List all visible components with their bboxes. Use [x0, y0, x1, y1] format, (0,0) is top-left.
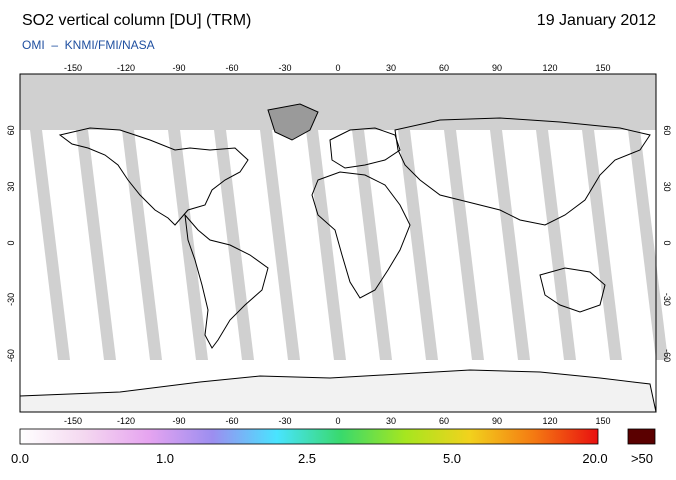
lon-tick-label: -120 — [117, 63, 135, 73]
colorbar-label-2: 2.5 — [297, 451, 317, 466]
lat-tick-label: 30 — [6, 182, 16, 192]
orbit-gap-swath — [30, 130, 70, 360]
lon-ticks-bottom: -150 -120 -90 -60 -30 0 30 60 90 120 150 — [64, 416, 611, 426]
lon-tick-label: -150 — [64, 416, 82, 426]
lon-tick-label: 90 — [492, 416, 502, 426]
orbit-gap-swath — [168, 130, 208, 360]
lon-ticks-top: -150 -120 -90 -60 -30 0 30 60 90 120 150 — [64, 63, 611, 73]
lon-tick-label: 150 — [595, 416, 610, 426]
map-frame — [19, 73, 657, 413]
lat-tick-label: 60 — [6, 125, 16, 135]
lon-tick-label: -90 — [172, 416, 185, 426]
europe-coast — [329, 127, 401, 169]
orbit-gap-swath — [628, 130, 668, 360]
africa-coast — [311, 171, 411, 299]
lat-tick-label: 0 — [6, 240, 16, 245]
lon-tick-label: 90 — [492, 63, 502, 73]
orbit-gap-swath — [536, 130, 576, 360]
orbit-gap-swath — [398, 130, 438, 360]
colorbar-overflow-swatch — [627, 428, 656, 445]
lon-tick-label: -30 — [278, 416, 291, 426]
lon-tick-label: 120 — [542, 63, 557, 73]
lon-tick-label: -150 — [64, 63, 82, 73]
colorbar-gradient — [19, 428, 599, 445]
lat-tick-label: -30 — [6, 293, 16, 306]
orbit-gap-swath — [214, 130, 254, 360]
lon-tick-label: 30 — [386, 63, 396, 73]
lon-tick-label: -120 — [117, 416, 135, 426]
orbit-gap-swath — [306, 130, 346, 360]
lon-tick-label: 150 — [595, 63, 610, 73]
lat-tick-label: 0 — [662, 240, 672, 245]
lon-tick-label: 120 — [542, 416, 557, 426]
north-america-coast — [58, 127, 249, 226]
lat-ticks-right: 60 30 0 -30 -60 — [662, 125, 672, 362]
lon-tick-label: -90 — [172, 63, 185, 73]
lon-tick-label: -30 — [278, 63, 291, 73]
map-date: 19 January 2012 — [536, 12, 656, 29]
australia-coast — [539, 267, 606, 313]
lon-tick-label: -60 — [225, 416, 238, 426]
map-title: SO2 vertical column [DU] (TRM) — [22, 12, 252, 29]
orbit-gap-swath — [352, 130, 392, 360]
lat-tick-label: -30 — [662, 293, 672, 306]
lat-ticks-left: 60 30 0 -30 -60 — [6, 125, 16, 362]
lon-tick-label: 0 — [335, 416, 340, 426]
colorbar — [19, 428, 599, 445]
orbit-gap-swath — [122, 130, 162, 360]
asia-coast — [394, 117, 651, 226]
greenland-coast — [267, 103, 319, 141]
lon-tick-label: 60 — [439, 416, 449, 426]
lat-tick-label: 30 — [662, 182, 672, 192]
lon-tick-label: -60 — [225, 63, 238, 73]
lat-tick-label: 60 — [662, 125, 672, 135]
orbit-gap-swath — [490, 130, 530, 360]
map-credit: OMI – KNMI/FMI/NASA — [22, 38, 155, 52]
orbit-gap-swath — [444, 130, 484, 360]
lat-tick-label: -60 — [662, 349, 672, 362]
orbit-gap-swath — [260, 130, 300, 360]
colorbar-label-3: 5.0 — [442, 451, 462, 466]
colorbar-label-4: 20.0 — [582, 451, 608, 466]
orbit-gap-swaths — [30, 130, 668, 360]
colorbar-overflow-label: >50 — [630, 451, 654, 466]
arctic-no-data — [20, 74, 656, 130]
south-america-coast — [184, 213, 269, 349]
lat-tick-label: -60 — [6, 349, 16, 362]
lon-tick-label: 30 — [386, 416, 396, 426]
lon-tick-label: 60 — [439, 63, 449, 73]
colorbar-label-1: 1.0 — [155, 451, 175, 466]
lon-tick-label: 0 — [335, 63, 340, 73]
orbit-gap-swath — [76, 130, 116, 360]
colorbar-label-0: 0.0 — [10, 451, 30, 466]
